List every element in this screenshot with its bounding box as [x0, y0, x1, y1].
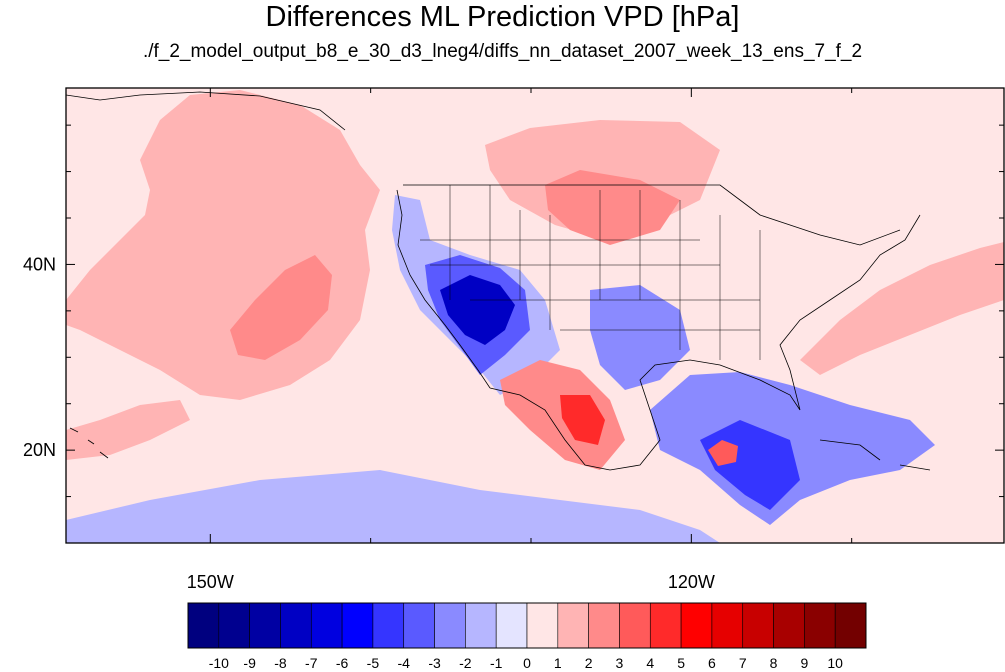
- colorbar-label: -6: [336, 655, 349, 671]
- us-coastline: [396, 189, 921, 471]
- colorbar-swatch: [249, 602, 281, 649]
- contour-pacific-west-band: [66, 400, 190, 460]
- colorbar-label: 4: [646, 655, 654, 671]
- colorbar-swatch: [557, 602, 589, 649]
- map-subtitle: ./f_2_model_output_b8_e_30_d3_lneg4/diff…: [142, 41, 863, 62]
- colorbar-swatch: [619, 602, 651, 649]
- colorbar-label: 5: [677, 655, 685, 671]
- contour-southern-pacific-negative: [66, 470, 720, 543]
- lon-label: 120W: [668, 572, 715, 592]
- hawaii-islands: [69, 427, 109, 459]
- contour-southwest-negative-core: [440, 275, 515, 345]
- colorbar-label: -8: [274, 655, 287, 671]
- colorbar-label: -4: [398, 655, 411, 671]
- caribbean-islands: [819, 439, 931, 471]
- colorbar-label: -9: [243, 655, 256, 671]
- colorbar-swatch: [588, 602, 620, 649]
- colorbar-swatch: [403, 602, 435, 649]
- colorbar-label: 3: [616, 655, 624, 671]
- colorbar-label: 7: [739, 655, 747, 671]
- colorbar-label: -1: [490, 655, 503, 671]
- colorbar-swatch: [341, 602, 374, 649]
- contour-atlantic-positive: [800, 242, 1004, 375]
- colorbar-swatch: [280, 602, 312, 649]
- colorbar-label: 1: [554, 655, 562, 671]
- colorbar-swatch: [187, 602, 220, 649]
- alaska-coast: [66, 91, 346, 131]
- contour-mexico-positive-core: [560, 395, 605, 445]
- state-lines: [420, 185, 761, 360]
- colorbar-label: 2: [585, 655, 593, 671]
- colorbar-label: -5: [367, 655, 380, 671]
- colorbar-label: -3: [428, 655, 441, 671]
- colorbar-swatch: [773, 602, 805, 649]
- colorbar-label: 10: [827, 655, 843, 671]
- colorbar-swatch: [310, 602, 343, 649]
- colorbar-label: 6: [708, 655, 716, 671]
- contour-gulf-negative: [650, 372, 935, 525]
- lon-label: 150W: [187, 572, 234, 592]
- lat-label: 20N: [23, 440, 56, 460]
- colorbar-label: -7: [305, 655, 318, 671]
- colorbar-swatch: [804, 602, 836, 649]
- colorbar-label: 9: [800, 655, 808, 671]
- map-frame: [65, 87, 1005, 544]
- contour-field: [66, 90, 1004, 543]
- colorbar-swatch: [834, 602, 867, 649]
- colorbar: -10 -9 -8 -7 -6 -5 -4 -3 -2 -1 0 1 2 3 4 5 6 7 8 9 10: [187, 602, 867, 671]
- colorbar-swatch: [218, 602, 250, 649]
- colorbar-swatch: [742, 602, 774, 649]
- contour-gulf-positive-spot: [708, 440, 738, 466]
- contour-pacific-positive-core: [230, 255, 332, 360]
- map-boundaries: [66, 91, 931, 471]
- colorbar-frame: [187, 602, 867, 649]
- colorbar-swatch: [680, 602, 713, 649]
- axis-ticks: [66, 88, 1004, 543]
- colorbar-label: -2: [459, 655, 472, 671]
- colorbar-swatch: [372, 602, 405, 649]
- colorbar-label: 0: [523, 655, 531, 671]
- axis-labels: 150W120W90W40N20N: [23, 254, 715, 592]
- colorbar-label: -10: [209, 655, 229, 671]
- colorbar-label: 8: [770, 655, 778, 671]
- map-title: Differences ML Prediction VPD [hPa]: [265, 1, 740, 33]
- lat-label: 40N: [23, 254, 56, 274]
- colorbar-swatch: [526, 602, 559, 649]
- colorbar-swatch: [649, 602, 682, 649]
- canada-us-border: [403, 184, 901, 246]
- contour-northern-plains-core: [545, 170, 680, 245]
- colorbar-swatch: [465, 602, 497, 649]
- colorbar-swatch: [495, 602, 528, 649]
- colorbar-swatch: [434, 602, 466, 649]
- colorbar-swatch: [711, 602, 744, 649]
